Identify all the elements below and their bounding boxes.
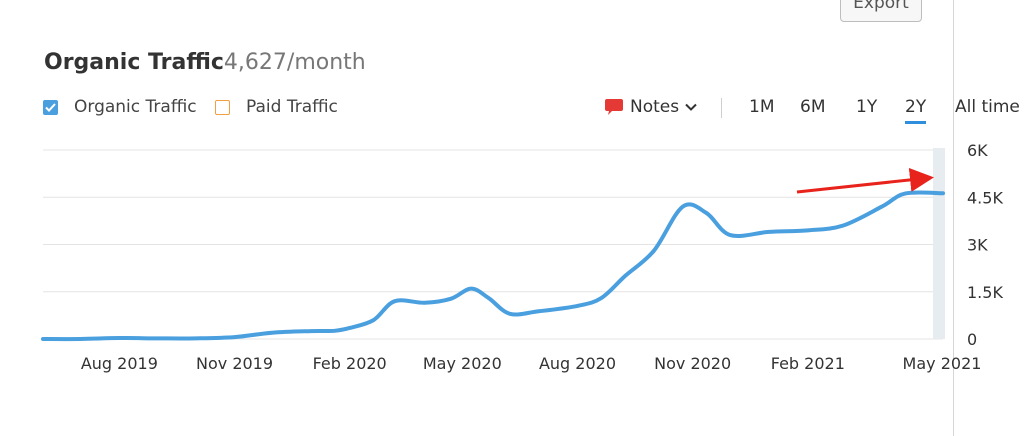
x-tick-label: Feb 2020: [313, 354, 387, 373]
x-tick-label: Aug 2020: [539, 354, 616, 373]
speech-bubble-icon: [604, 97, 624, 117]
x-tick-label: Nov 2019: [196, 354, 273, 373]
y-tick-label: 3K: [967, 236, 988, 255]
current-traffic-value: 4,627/month: [223, 50, 366, 75]
range-1y[interactable]: 1Y: [856, 97, 878, 117]
y-tick-label: 6K: [967, 141, 988, 160]
organic-traffic-line: [41, 190, 945, 342]
toolbar-separator: [721, 98, 722, 118]
y-axis-ticks: 0 1.5K 3K 4.5K 6K: [967, 141, 1003, 349]
legend-organic-label: Organic Traffic: [74, 97, 197, 117]
y-tick-label: 1.5K: [967, 283, 1003, 302]
range-all-time[interactable]: All time: [955, 97, 1020, 117]
chart-title-label: Organic Traffic: [44, 50, 224, 75]
legend-paid-traffic[interactable]: Paid Traffic: [215, 97, 338, 117]
chart-series: [41, 190, 945, 342]
x-tick-label: Nov 2020: [654, 354, 731, 373]
range-6m[interactable]: 6M: [800, 97, 826, 117]
y-tick-label: 0: [967, 330, 977, 349]
range-2y[interactable]: 2Y: [905, 97, 927, 124]
checkbox-unchecked-icon[interactable]: [215, 99, 230, 115]
x-axis-ticks: Aug 2019 Nov 2019 Feb 2020 May 2020 Aug 2020…: [81, 354, 982, 373]
panel-divider: [953, 0, 954, 436]
x-tick-label: Feb 2021: [771, 354, 845, 373]
current-period-highlight: [933, 148, 945, 339]
chart-title: Organic Traffic4,627/month: [44, 50, 366, 75]
notes-dropdown[interactable]: Notes: [604, 97, 697, 117]
x-tick-label: May 2021: [903, 354, 982, 373]
legend-paid-label: Paid Traffic: [246, 97, 338, 117]
range-1m[interactable]: 1M: [749, 97, 775, 117]
legend-organic-traffic[interactable]: Organic Traffic: [43, 97, 197, 117]
checkbox-checked-icon[interactable]: [43, 99, 58, 115]
export-button[interactable]: Export: [840, 0, 922, 22]
chart-gridlines: [43, 149, 943, 340]
x-tick-label: May 2020: [423, 354, 502, 373]
x-tick-label: Aug 2019: [81, 354, 158, 373]
notes-label: Notes: [630, 97, 680, 117]
y-tick-label: 4.5K: [967, 188, 1003, 207]
chevron-down-icon: [685, 103, 697, 111]
red-arrow-annotation: [796, 167, 934, 194]
